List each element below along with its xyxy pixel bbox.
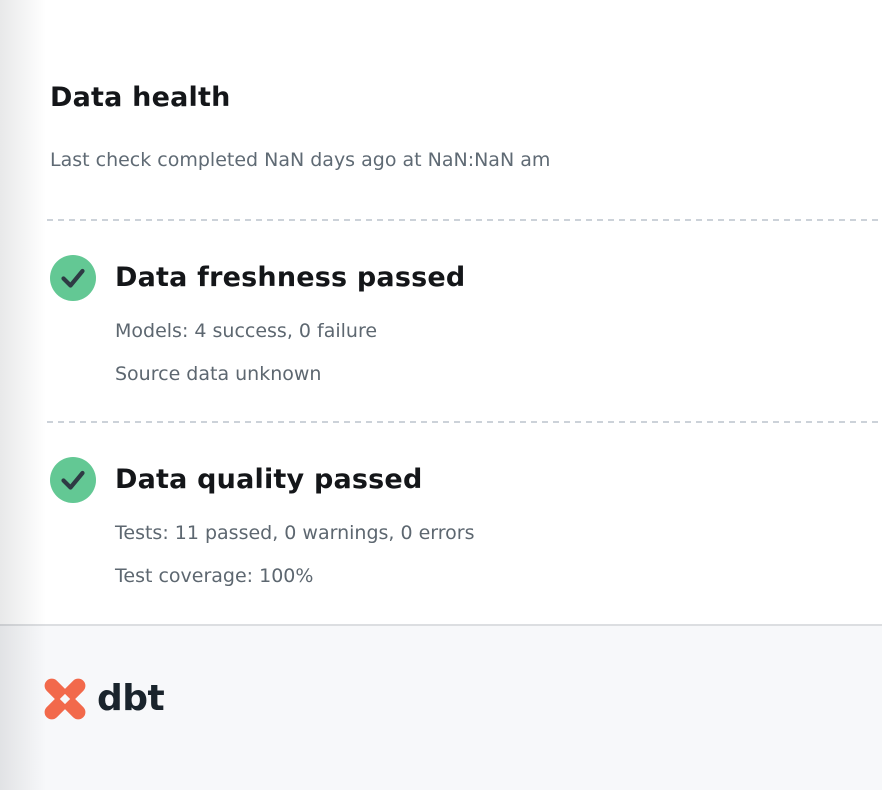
page-title: Data health	[50, 82, 231, 113]
page-footer: dbt	[0, 624, 882, 790]
data-freshness-title: Data freshness passed	[115, 262, 466, 293]
data-freshness-details: Models: 4 success, 0 failure Source data…	[115, 318, 882, 387]
dbt-logo-icon	[44, 678, 86, 720]
data-freshness-section: Data freshness passed Models: 4 success,…	[50, 255, 882, 387]
dashed-divider	[47, 421, 882, 423]
source-data-status-text: Source data unknown	[115, 363, 322, 385]
data-quality-section: Data quality passed Tests: 11 passed, 0 …	[50, 457, 882, 589]
dbt-logo-link[interactable]: dbt	[42, 676, 165, 722]
last-check-status-text: Last check completed NaN days ago at NaN…	[50, 149, 551, 171]
check-circle-icon	[50, 255, 96, 301]
dbt-wordmark: dbt	[97, 678, 165, 719]
data-quality-details: Tests: 11 passed, 0 warnings, 0 errors T…	[115, 520, 882, 589]
check-circle-icon	[50, 457, 96, 503]
data-quality-header: Data quality passed	[50, 457, 882, 503]
data-quality-title: Data quality passed	[115, 464, 423, 495]
models-status-text: Models: 4 success, 0 failure	[115, 320, 378, 342]
dashed-divider	[47, 219, 882, 221]
data-freshness-header: Data freshness passed	[50, 255, 882, 301]
data-health-panel: Data health Last check completed NaN day…	[47, 82, 882, 589]
tests-status-text: Tests: 11 passed, 0 warnings, 0 errors	[115, 522, 475, 544]
test-coverage-text: Test coverage: 100%	[115, 565, 314, 587]
